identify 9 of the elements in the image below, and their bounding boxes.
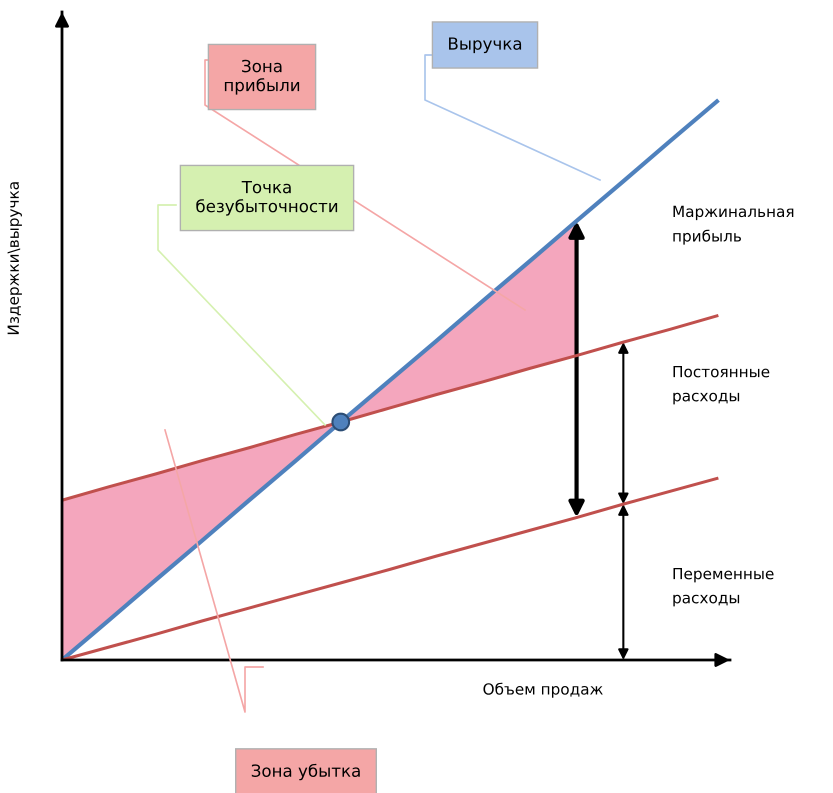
annotation: Маржинальная прибыль (673, 206, 794, 245)
text: Зона прибыли (224, 60, 300, 95)
text: Зона убытка (252, 764, 360, 780)
annotation: Переменные расходы (673, 568, 774, 606)
annotation: Постоянные расходы (673, 366, 770, 404)
y-axis-title: Издержки\выручка (8, 182, 22, 334)
x-axis-title: Объем продаж (483, 682, 603, 698)
annotation: Точка безубыточности (196, 180, 338, 216)
text: Выручка (449, 37, 522, 54)
